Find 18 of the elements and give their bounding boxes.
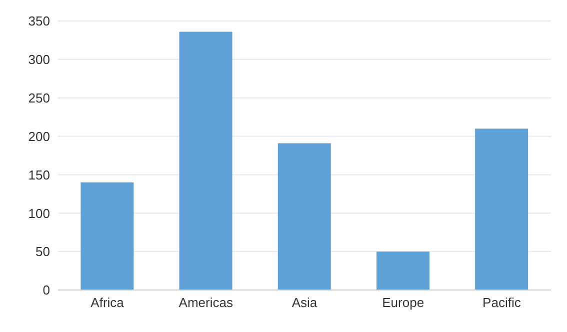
y-tick-label: 0 [42,282,50,298]
bar [179,32,232,290]
x-tick-label: Asia [292,295,318,310]
x-tick-label: Americas [178,295,234,310]
x-tick-label: Africa [90,295,125,310]
y-tick-label: 250 [28,90,50,106]
y-tick-label: 200 [28,128,50,144]
x-tick-label: Europe [382,295,424,310]
x-tick-label: Pacific [482,295,522,310]
y-tick-label: 100 [28,206,50,221]
bar [80,182,134,290]
y-tick-label: 50 [36,244,50,260]
y-tick-label: 300 [28,52,50,68]
y-tick-label: 150 [28,167,50,182]
bar [278,143,331,290]
y-tick-label: 350 [28,14,50,29]
bar [376,252,430,290]
bar [475,128,528,290]
